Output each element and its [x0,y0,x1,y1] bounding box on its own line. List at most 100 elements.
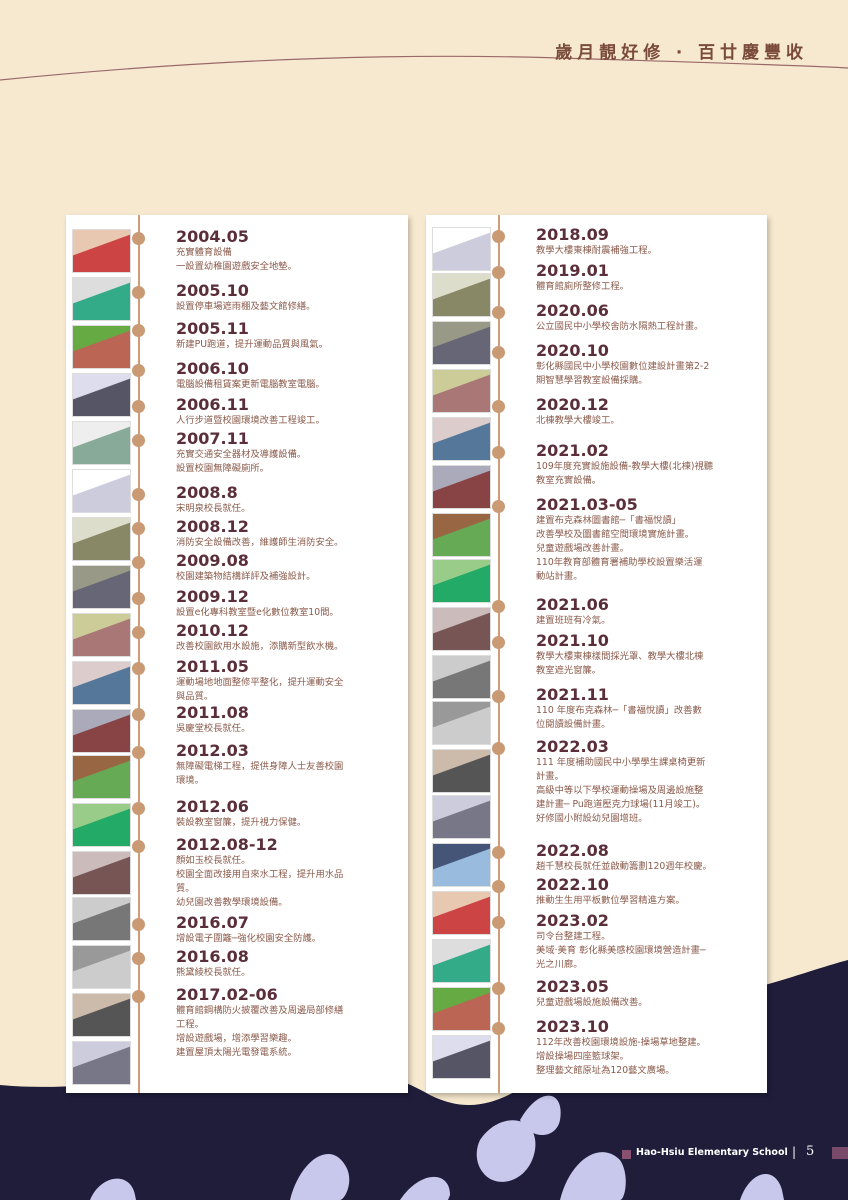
timeline-description: 教室充實設備。 [536,475,602,486]
left-photo [72,277,131,321]
left-photo [72,661,131,705]
timeline-date: 2008.12 [176,517,249,536]
timeline-dot [132,522,145,535]
timeline-dot [492,690,505,703]
timeline-date: 2023.10 [536,1017,609,1036]
timeline-description: 吳慶堂校長就任。 [176,723,251,734]
timeline-description: 兒童遊戲場設施設備改善。 [536,997,648,1008]
timeline-entry: 2009.08 校園建築物結構詳評及補強設計。 [176,551,401,584]
timeline-date: 2017.02-06 [176,985,278,1004]
timeline-description: 充實體育設備 [176,247,232,258]
left-photo [72,1041,131,1085]
timeline-dot [132,918,145,931]
timeline-date: 2023.02 [536,911,609,930]
timeline-dot [492,230,505,243]
timeline-description: 109年度充實設施設備-教學大樓(北棟)視聽 [536,461,714,472]
timeline-entry: 2020.06 公立國民中小學校舍防水隔熱工程計畫。 [536,301,761,334]
timeline-description: 美域‧美育 彰化縣美感校園環境營造計畫─ [536,945,706,956]
timeline-description: 增設電子圍籬─強化校園安全防護。 [176,933,322,944]
timeline-dot [492,1022,505,1035]
timeline-date: 2020.10 [536,341,609,360]
timeline-description: 校園全面改接用自來水工程，提升用水品 [176,869,344,880]
timeline-description: 設置校園無障礙廁所。 [176,463,269,474]
timeline-description: 兒童遊戲場改善計畫。 [536,543,629,554]
right-photo [432,417,491,461]
timeline-dot [492,880,505,893]
timeline-dot [492,400,505,413]
timeline-description: 增設操場四座籃球架。 [536,1051,629,1062]
timeline-date: 2006.10 [176,359,249,378]
timeline-description: 計畫。 [536,771,564,782]
timeline-date: 2012.06 [176,797,249,816]
left-photo [72,945,131,989]
right-photo [432,559,491,603]
timeline-dot [492,266,505,279]
footer-school-name: Hao-Hsiu Elementary School [636,1147,788,1158]
timeline-dot [132,840,145,853]
timeline-date: 2021.06 [536,595,609,614]
timeline-entry: 2017.02-06 體育館鋼構防火披覆改善及周邊局部修繕 工程。 增設遊戲場，增添學… [176,985,401,1060]
timeline-description: 充實交通安全器材及導護設備。 [176,449,307,460]
timeline-description: 教學大樓東棟耐震補強工程。 [536,245,657,256]
timeline-description: 推動生生用平板數位學習精進方案。 [536,895,685,906]
timeline-dot [132,286,145,299]
timeline-description: 設置停車場遮雨棚及藝文館修繕。 [176,301,316,312]
timeline-description: 改善校園飲用水設施，添購新型飲水機。 [176,641,344,652]
timeline-dot [132,434,145,447]
timeline-dot [132,232,145,245]
timeline-dot [132,746,145,759]
timeline-entry: 2020.12 北棟教學大樓竣工。 [536,395,761,428]
timeline-entry: 2006.10 電腦設備租賃案更新電腦教室電腦。 [176,359,401,392]
timeline-dot [492,636,505,649]
timeline-entry: 2008.12 消防安全設備改善，維護師生消防安全。 [176,517,401,550]
right-photo [432,987,491,1031]
right-photo [432,843,491,887]
timeline-date: 2009.08 [176,551,249,570]
left-photo [72,517,131,561]
timeline-dot [132,556,145,569]
timeline-date: 2021.10 [536,631,609,650]
timeline-dot [492,306,505,319]
left-photo [72,565,131,609]
timeline-entry: 2021.03-05 建置布克森林圖書館─「書福悅讀」 改善學校及圖書館空間環境實施… [536,495,761,584]
right-photo [432,465,491,509]
timeline-date: 2022.03 [536,737,609,756]
timeline-date: 2021.03-05 [536,495,638,514]
timeline-entry: 2006.11 人行步道暨校園環境改善工程竣工。 [176,395,401,428]
left-photo [72,325,131,369]
left-photo [72,229,131,273]
timeline-description: 111 年度補助國民中小學學生課桌椅更新 [536,757,706,768]
timeline-description: 位閱讀設備計畫。 [536,719,611,730]
timeline-description: 顏如玉校長就任。 [176,855,251,866]
header-divider [0,55,848,81]
timeline-description: 設置e化專科教室暨e化數位教室10間。 [176,607,339,618]
right-photo [432,701,491,745]
timeline-dot [132,990,145,1003]
page-header-title: 歲月靚好修 ‧ 百廿慶豐收 [555,43,808,63]
timeline-date: 2021.02 [536,441,609,460]
timeline-description: 新建PU跑道，提升運動品質與風氣。 [176,339,328,350]
timeline-line [498,215,500,1093]
right-photo [432,227,491,271]
timeline-date: 2016.08 [176,947,249,966]
right-photo [432,891,491,935]
timeline-date: 2011.08 [176,703,249,722]
right-photo [432,749,491,793]
timeline-description: 校園建築物結構詳評及補強設計。 [176,571,316,582]
timeline-description: 彰化縣國民中小學校園數位建設計畫第2-2 [536,361,710,372]
timeline-dot [492,982,505,995]
left-photo [72,613,131,657]
timeline-description: 112年改善校園環境設施-操場草地整建。 [536,1037,706,1048]
timeline-dot [492,846,505,859]
left-photo [72,897,131,941]
right-photo [432,795,491,839]
right-photo [432,1035,491,1079]
timeline-description: 工程。 [176,1019,204,1030]
timeline-description: 增設遊戲場，增添學習樂趣。 [176,1033,297,1044]
left-photo [72,993,131,1037]
right-photo [432,321,491,365]
timeline-description: 教學大樓東棟樣間採光罩、教學大樓北棟 [536,651,704,662]
left-photo [72,421,131,465]
timeline-date: 2021.11 [536,685,609,704]
timeline-date: 2010.12 [176,621,249,640]
